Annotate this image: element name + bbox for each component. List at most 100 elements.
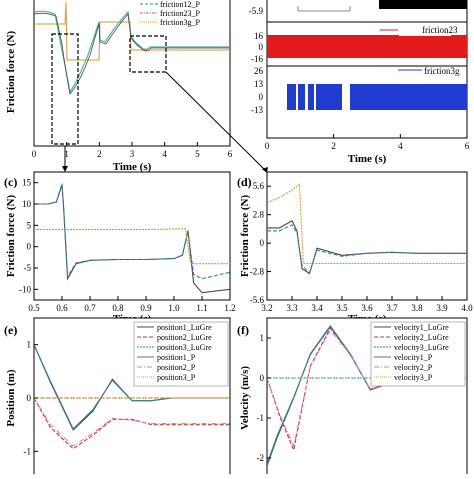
panel-d-ytick-label: 0 bbox=[260, 238, 265, 248]
panel-d-xtick-label: 4.0 bbox=[461, 303, 473, 313]
panel-d-ylabel: Friction force (N) bbox=[239, 195, 251, 278]
panel-d-ytick-label: 5.6 bbox=[253, 181, 265, 191]
panel-e-legend-box bbox=[133, 321, 229, 387]
panel-a-xtick-label: 4 bbox=[162, 149, 167, 159]
panel-c-xtick-label: 0.7 bbox=[84, 303, 96, 313]
panel-d-xtick-label: 3.5 bbox=[336, 303, 348, 313]
friction23-tick-3: -16 bbox=[251, 54, 263, 64]
panel-a-trace-dark bbox=[33, 12, 230, 95]
panel-a-legend-2: friction23_P bbox=[160, 9, 201, 18]
panel-a-legend-1: friction12_P bbox=[160, 0, 201, 9]
panel-a-legend-3: friction3g_P bbox=[160, 18, 201, 27]
panel-a-xtick-label: 6 bbox=[228, 149, 233, 159]
panel-a-ylabel: Friction force (N) bbox=[5, 31, 17, 114]
panel-d-xtick-label: 3.2 bbox=[261, 303, 272, 313]
panel-b-xtick-label: 6 bbox=[465, 141, 470, 151]
panel-c-ytick-label: 5 bbox=[27, 220, 32, 230]
panel-e-ytick-label: -1 bbox=[24, 446, 32, 456]
panel-b-xticks: 0 2 4 6 bbox=[265, 134, 470, 151]
friction3g-tick-1: 26 bbox=[254, 66, 264, 76]
panel-e-legend-label: position3_LuGre bbox=[157, 343, 212, 352]
panel-a-xtick-label: 1 bbox=[64, 149, 69, 159]
panel-f-ytick-label: -1 bbox=[257, 413, 265, 423]
panel-f-legend-box bbox=[370, 321, 466, 387]
panel-f-ylabel: Velocity (m/s) bbox=[239, 366, 251, 430]
panel-f-legend-label: velocity3_P bbox=[394, 373, 433, 382]
panel-d-series-3 bbox=[267, 183, 467, 264]
panel-b-black-block bbox=[379, 0, 467, 9]
panel-d-ytick-label: -5.6 bbox=[250, 295, 265, 305]
friction23-legend: friction23 bbox=[422, 25, 458, 35]
panel-a-frame bbox=[33, 0, 231, 147]
panel-a-legend: friction12_P friction23_P friction3g_P bbox=[140, 0, 201, 27]
zoom-box-c bbox=[51, 33, 79, 145]
panel-c-ytick-label: 15 bbox=[22, 178, 32, 188]
panel-a: Friction force (N) 0 1 2 3 4 5 6 Time (s) fric… bbox=[5, 0, 268, 173]
panel-label-d: (d) bbox=[237, 175, 252, 189]
panel-c-xtick-label: 0.5 bbox=[28, 303, 40, 313]
panel-c-ytick-label: -10 bbox=[19, 284, 31, 294]
panel-d-xtick-label: 3.6 bbox=[361, 303, 373, 313]
panel-b-xlabel: Time (s) bbox=[348, 153, 387, 165]
friction3g-legend: friction3g bbox=[424, 66, 460, 76]
panel-b-xtick-label: 2 bbox=[331, 141, 336, 151]
panel-b-top-ytick: -5.9 bbox=[249, 6, 264, 16]
friction23-tick-1: 16 bbox=[254, 31, 264, 41]
friction3g-tick-2: 13 bbox=[254, 79, 264, 89]
panel-a-xtick-label: 2 bbox=[97, 149, 102, 159]
panel-a-xtick-label: 5 bbox=[195, 149, 200, 159]
zoom-arrow-d bbox=[165, 71, 266, 171]
panel-f-ytick-label: 0 bbox=[260, 373, 265, 383]
panel-b-bracket bbox=[297, 6, 351, 12]
friction23-tick-2: 0 bbox=[259, 42, 264, 52]
panel-c-xtick-label: 0.6 bbox=[56, 303, 68, 313]
panel-e-series-group bbox=[34, 344, 230, 450]
panel-c-ytick-label: -5 bbox=[24, 263, 32, 273]
panel-label-e: (e) bbox=[4, 323, 17, 337]
zoom-arrowhead-c bbox=[62, 166, 68, 172]
panel-c-plot: 151050-5-100.50.60.70.80.91.01.11.2Time … bbox=[5, 171, 236, 325]
panel-e-legend-label: position3_P bbox=[157, 373, 196, 382]
panel-c-xtick-label: 1.1 bbox=[196, 303, 207, 313]
panel-d-xtick-label: 3.3 bbox=[286, 303, 298, 313]
friction3g-bars bbox=[287, 84, 467, 110]
panel-f-plot: 1 0 -1 -2 Velocity (m/s) velocity1_LuGreveloc… bbox=[239, 317, 468, 479]
panel-e-legend-label: position1_LuGre bbox=[157, 323, 212, 332]
panel-f-legend-label: velocity3_LuGre bbox=[394, 343, 449, 352]
friction23-band bbox=[267, 35, 467, 58]
panel-c-ytick-label: 10 bbox=[22, 199, 32, 209]
panel-d-series-group bbox=[267, 183, 467, 275]
panel-a-trace-orange bbox=[34, 1, 230, 61]
panel-d-ytick-label: -2.8 bbox=[250, 267, 265, 277]
panel-e-ytick-label: 0 bbox=[27, 393, 32, 403]
panel-e-ylabel: Position (m) bbox=[5, 369, 17, 426]
panel-f-ytick-label: -2 bbox=[257, 453, 265, 463]
friction23-label-box bbox=[399, 24, 451, 36]
panel-d-plot: 5.6 2.8 0 -2.8 -5.63.2 3.3 3.4 3.5 3.6 3.7 3.8 3.9 4… bbox=[239, 171, 473, 325]
panel-label-f: (f) bbox=[237, 323, 249, 337]
panel-c-ytick-label: 0 bbox=[27, 242, 32, 252]
panel-f-legend-label: velocity2_P bbox=[394, 363, 433, 372]
panel-f-legend-label: velocity1_LuGre bbox=[394, 323, 449, 332]
panel-b-frame bbox=[266, 0, 468, 139]
zoom-box-d bbox=[129, 35, 167, 73]
panel-f-legend-label: velocity1_P bbox=[394, 353, 433, 362]
panel-e-series-5 bbox=[34, 397, 230, 447]
panel-e-legend-label: position1_P bbox=[157, 353, 196, 362]
panel-a-xtick-label: 3 bbox=[130, 149, 135, 159]
panel-d-xtick-label: 3.8 bbox=[411, 303, 423, 313]
panel-c-series-group bbox=[34, 183, 230, 294]
panel-a-xtick-label: 0 bbox=[32, 149, 37, 159]
panel-d-xtick-label: 3.4 bbox=[311, 303, 323, 313]
panel-e-legend-label: position2_LuGre bbox=[157, 333, 212, 342]
panel-c-series-2 bbox=[34, 183, 230, 280]
panel-a-xticks: 0 1 2 3 4 5 6 bbox=[32, 142, 233, 159]
panel-d-xtick-label: 3.7 bbox=[386, 303, 398, 313]
panel-f-ytick-label: 1 bbox=[260, 333, 265, 343]
panel-c-ylabel: Friction force (N) bbox=[5, 195, 17, 278]
panel-label-c: (c) bbox=[4, 175, 17, 189]
panel-d-xtick-label: 3.9 bbox=[436, 303, 448, 313]
panel-d-ytick-label: 2.8 bbox=[253, 210, 265, 220]
